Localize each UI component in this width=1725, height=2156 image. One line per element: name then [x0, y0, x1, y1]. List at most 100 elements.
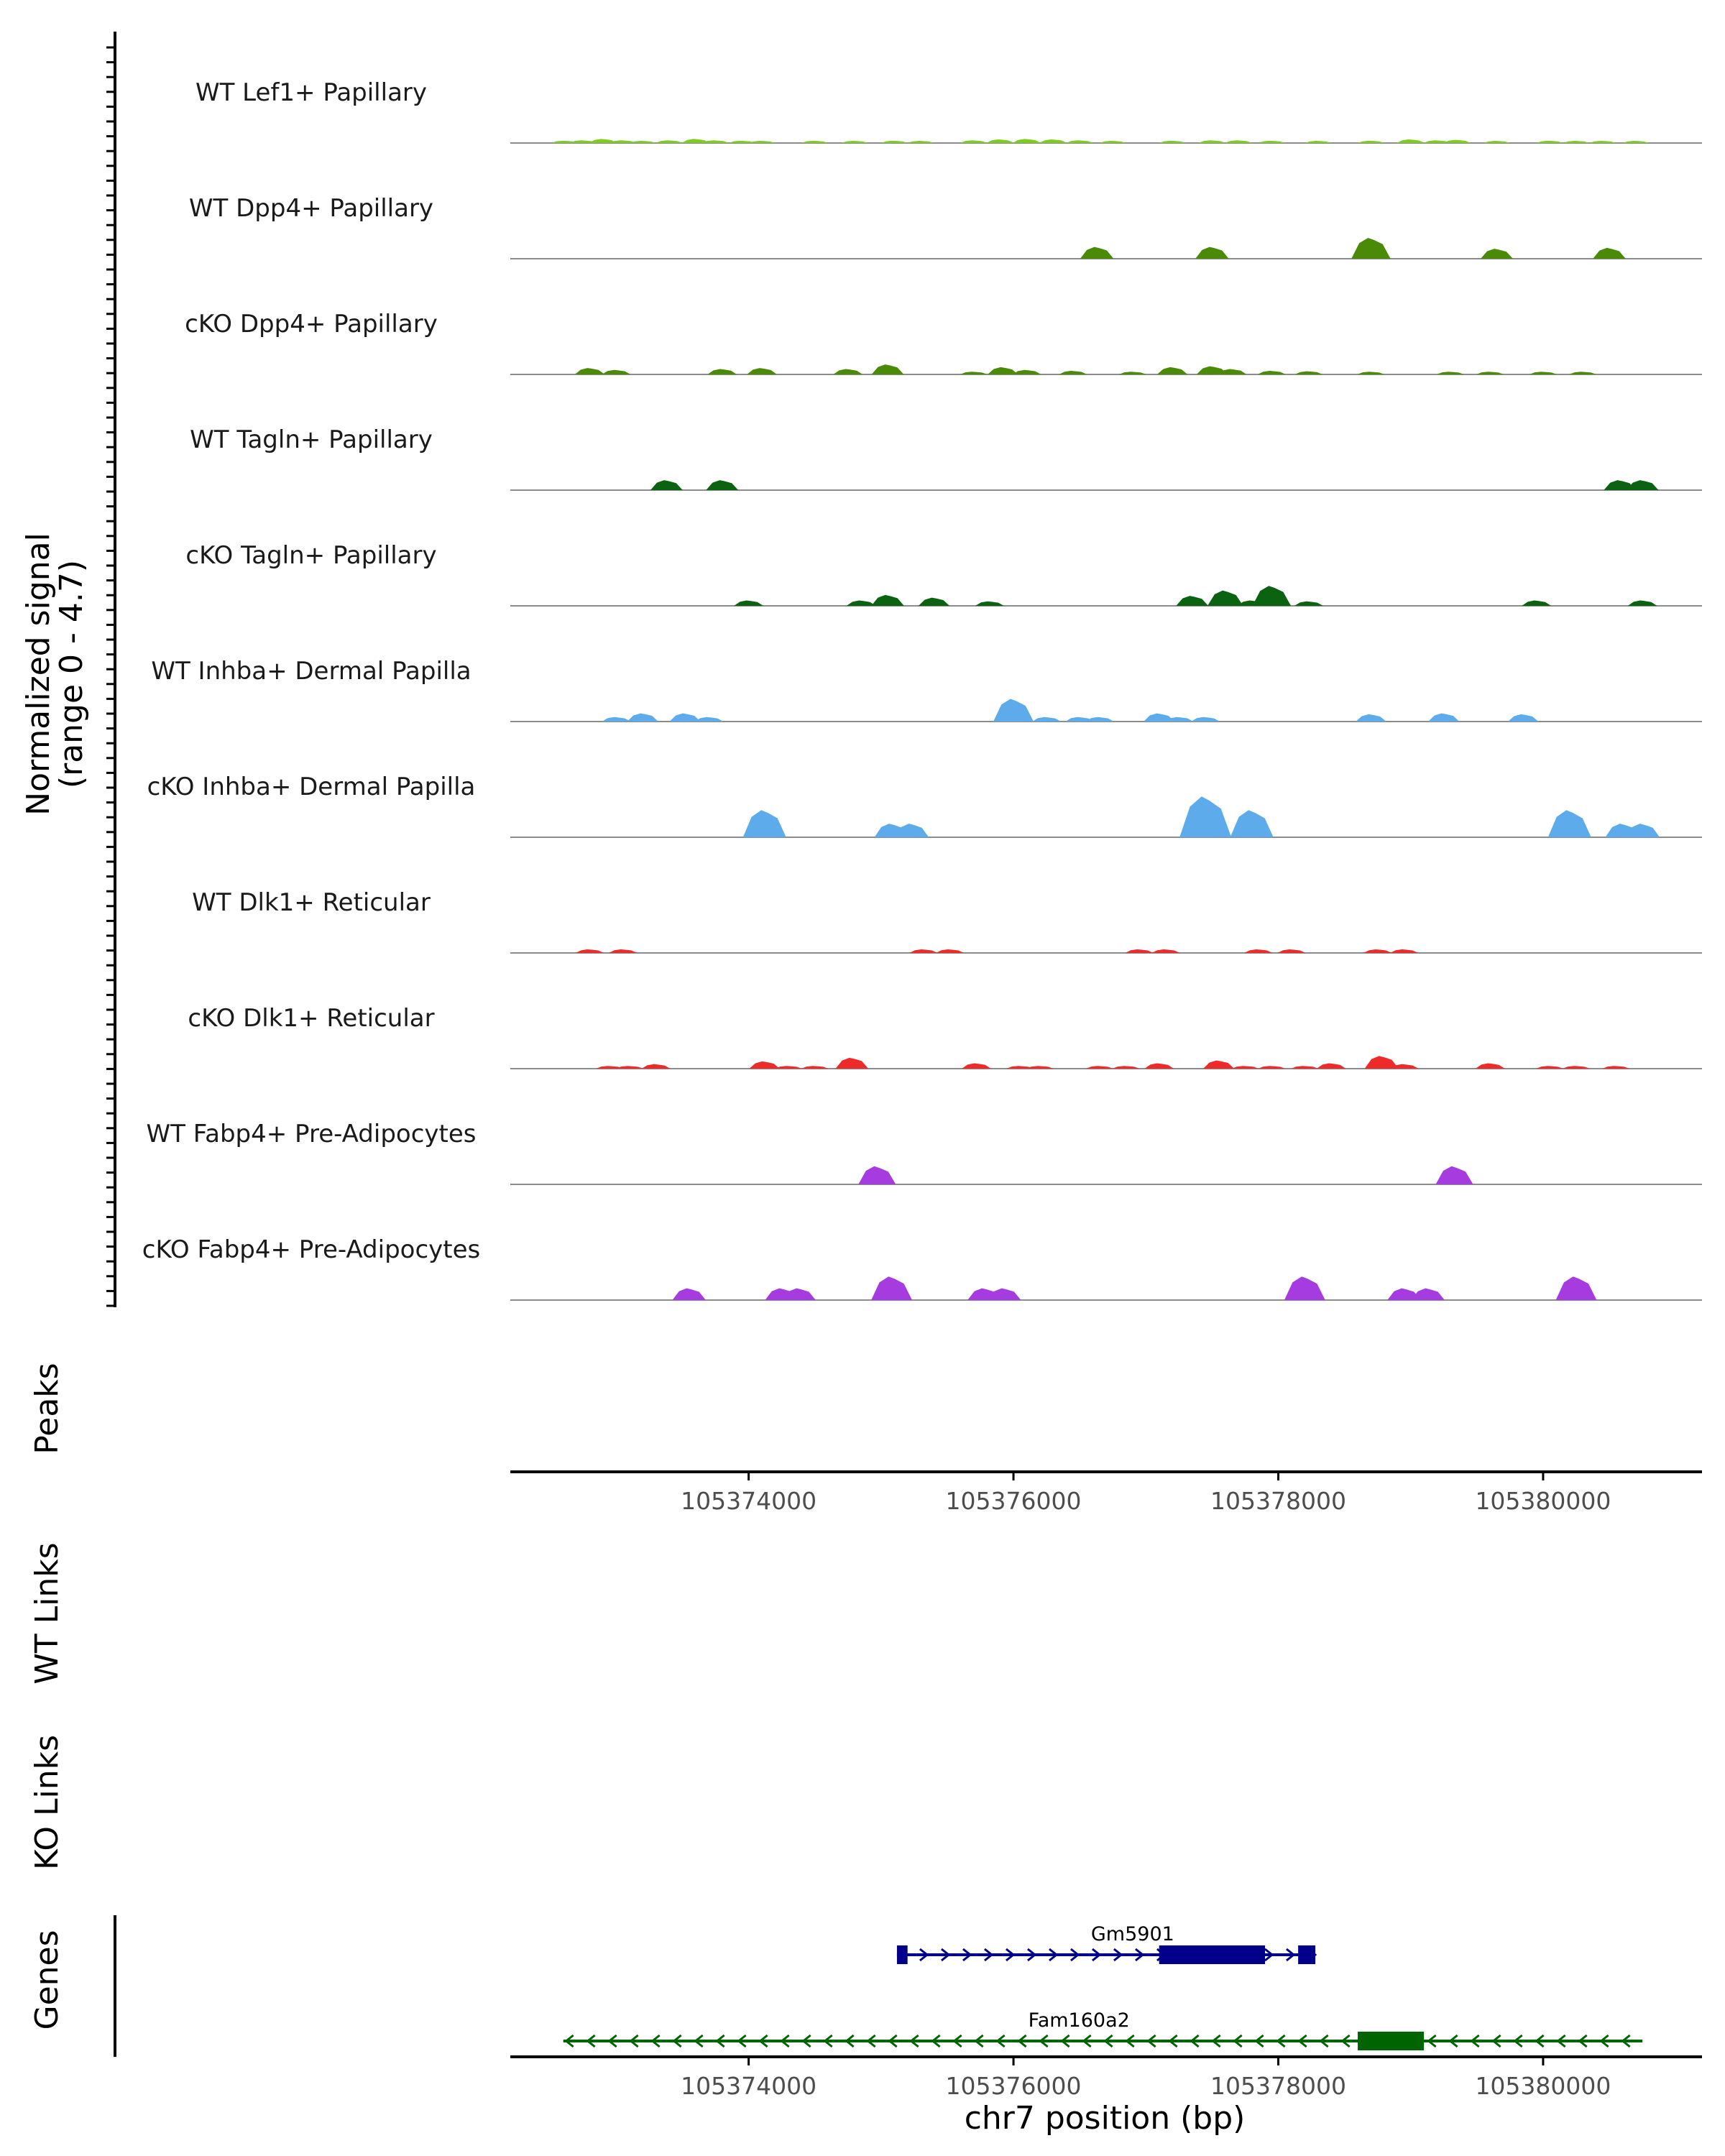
track-label: WT Tagln+ Papillary — [190, 425, 433, 454]
signal-peak — [1208, 590, 1243, 606]
signal-peak — [749, 1061, 780, 1069]
signal-peak — [1112, 1066, 1140, 1069]
signal-peak — [1196, 366, 1228, 374]
signal-peak — [1387, 1288, 1421, 1300]
signal-peak — [650, 480, 683, 490]
signal-peak — [1357, 372, 1385, 374]
y-axis-range-label: (range 0 - 4.7) — [53, 560, 90, 788]
signal-peak — [1144, 1063, 1174, 1069]
track-label: cKO Dlk1+ Reticular — [188, 1004, 434, 1033]
signal-peak — [1164, 717, 1194, 722]
strand-arrow — [1048, 1948, 1059, 1962]
signal-peak — [1244, 949, 1273, 953]
peaks-x-tick-label: 105374000 — [681, 1487, 816, 1515]
signal-peak — [1230, 810, 1274, 837]
exon-block — [1298, 1945, 1316, 1964]
track-4: cKO Tagln+ Papillary — [185, 541, 1702, 607]
signal-peak — [1363, 949, 1392, 953]
signal-peak — [609, 140, 637, 143]
track-1: WT Dpp4+ Papillary — [189, 194, 1702, 259]
strand-arrow — [1017, 2034, 1027, 2048]
signal-peak — [1481, 249, 1513, 259]
strand-arrow — [1285, 1948, 1296, 1962]
track-label: WT Dlk1+ Reticular — [192, 888, 431, 917]
track-6: cKO Inhba+ Dermal Papilla — [147, 773, 1702, 838]
signal-peak — [1099, 141, 1127, 143]
strand-arrow — [866, 2034, 876, 2048]
signal-peak — [1625, 824, 1660, 837]
track-label: WT Fabp4+ Pre-Adipocytes — [147, 1120, 477, 1148]
signal-peak — [774, 1066, 803, 1069]
signal-peak — [1284, 1276, 1325, 1300]
track-7: WT Dlk1+ Reticular — [192, 888, 1702, 954]
signal-peak — [1522, 600, 1552, 606]
signal-peak — [1144, 713, 1175, 722]
signal-peak — [1159, 140, 1187, 143]
signal-peak — [1428, 713, 1460, 722]
signal-peak — [1085, 717, 1114, 722]
strand-arrow — [801, 2034, 811, 2048]
strand-arrow — [845, 2034, 855, 2048]
signal-peak — [1065, 717, 1095, 722]
signal-peak — [880, 140, 908, 143]
signal-peak — [694, 717, 724, 722]
signal-peak — [846, 600, 876, 606]
signal-peak — [1225, 140, 1253, 143]
strand-arrow — [629, 2034, 639, 2048]
track-label: WT Dpp4+ Papillary — [189, 194, 433, 223]
signal-peak — [1125, 949, 1154, 953]
signal-peak — [1202, 1060, 1235, 1069]
genes-x-tick-label: 105380000 — [1475, 2072, 1611, 2100]
track-5: WT Inhba+ Dermal Papilla — [151, 657, 1702, 722]
signal-peak — [1258, 140, 1286, 143]
signal-peak — [1059, 370, 1087, 374]
strand-arrow — [1556, 2034, 1566, 2048]
signal-peak — [1026, 1066, 1054, 1069]
strand-arrow — [1297, 2034, 1307, 2048]
signal-peak — [1258, 1066, 1286, 1069]
signal-peak — [1436, 372, 1465, 374]
signal-peak — [988, 367, 1018, 374]
strand-arrow — [1134, 1948, 1145, 1962]
track-label: cKO Fabp4+ Pre-Adipocytes — [142, 1235, 481, 1264]
strand-arrow — [1491, 2034, 1501, 2048]
peaks-x-tick-label: 105378000 — [1210, 1487, 1346, 1515]
genes-x-tick-label: 105374000 — [681, 2072, 816, 2100]
signal-peak — [1604, 480, 1637, 490]
signal-peak — [629, 141, 657, 143]
signal-peak — [1012, 139, 1041, 143]
track-label: cKO Inhba+ Dermal Papilla — [147, 773, 476, 801]
strand-arrow — [983, 1948, 994, 1962]
signal-peak — [1562, 1066, 1591, 1069]
strand-arrow — [962, 1948, 972, 1962]
track-2: cKO Dpp4+ Papillary — [185, 310, 1702, 375]
signal-peak — [1151, 949, 1180, 953]
track-3: WT Tagln+ Papillary — [190, 425, 1702, 491]
strand-arrow — [672, 2034, 682, 2048]
strand-arrow — [1621, 2034, 1631, 2048]
strand-arrow — [823, 2034, 833, 2048]
signal-peak — [1294, 601, 1323, 606]
signal-peak — [1351, 238, 1391, 259]
signal-peak — [841, 141, 868, 143]
strand-arrow — [888, 2034, 898, 2048]
signal-peak — [1012, 369, 1041, 374]
signal-peak — [871, 364, 904, 374]
signal-peak — [1118, 372, 1147, 374]
strand-arrow — [1448, 2034, 1458, 2048]
signal-peak — [608, 949, 638, 953]
signal-peak — [1356, 714, 1386, 722]
strand-arrow — [1190, 2034, 1200, 2048]
strand-arrow — [715, 2034, 725, 2048]
signal-peak — [1411, 1288, 1445, 1300]
strand-arrow — [1340, 2034, 1351, 2048]
signal-peak — [1435, 1166, 1473, 1184]
signal-peak — [909, 949, 938, 953]
signal-peak — [1483, 141, 1511, 143]
signal-peak — [1080, 247, 1114, 259]
signal-peak — [1198, 140, 1226, 143]
signal-peak — [681, 139, 710, 143]
strand-arrow — [1060, 2034, 1070, 2048]
x-axis-label: chr7 position (bp) — [965, 2100, 1246, 2137]
